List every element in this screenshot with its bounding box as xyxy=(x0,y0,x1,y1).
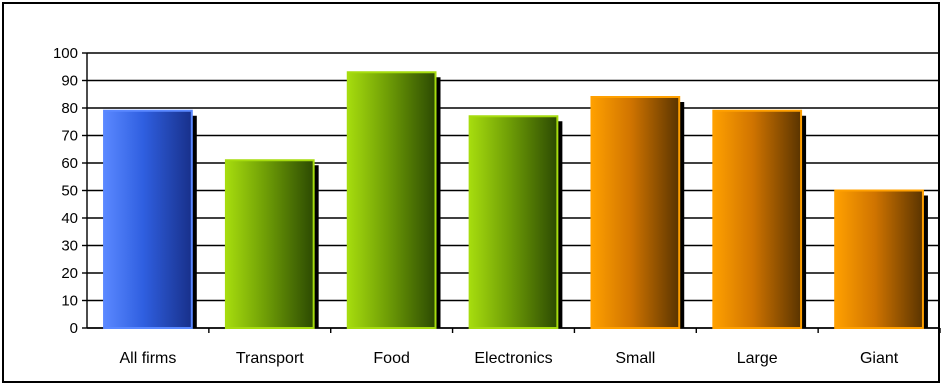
bars xyxy=(103,71,928,329)
y-tick-label: 60 xyxy=(61,155,78,172)
y-tick-label: 20 xyxy=(61,265,78,282)
y-tick-label: 100 xyxy=(53,45,78,62)
bar-small xyxy=(590,96,681,329)
bar-giant xyxy=(834,189,924,329)
bar-transport xyxy=(224,159,315,329)
bar-electronics xyxy=(468,115,559,329)
x-tick-label: Small xyxy=(615,350,655,367)
x-tick-label: Giant xyxy=(860,350,899,367)
y-tick-label: 0 xyxy=(70,320,78,337)
x-tick-label: Transport xyxy=(236,350,304,367)
labels: 0 10 20 30 40 50 60 70 80 90 100 All firms Transport… xyxy=(53,45,899,367)
x-tick-label: Large xyxy=(737,350,778,367)
y-tick-label: 10 xyxy=(61,293,78,310)
y-tick-label: 80 xyxy=(61,100,78,117)
y-tick-label: 30 xyxy=(61,238,78,255)
x-tick-label: All firms xyxy=(119,350,176,367)
y-tick-label: 90 xyxy=(61,73,78,90)
x-tick-label: Electronics xyxy=(474,350,552,367)
bar-all-firms xyxy=(103,109,193,329)
bar-food xyxy=(346,71,437,329)
y-tick-label: 50 xyxy=(61,183,78,200)
bar-large xyxy=(712,109,803,329)
x-tick-label: Food xyxy=(373,350,409,367)
y-tick-label: 40 xyxy=(61,210,78,227)
y-tick-label: 70 xyxy=(61,128,78,145)
